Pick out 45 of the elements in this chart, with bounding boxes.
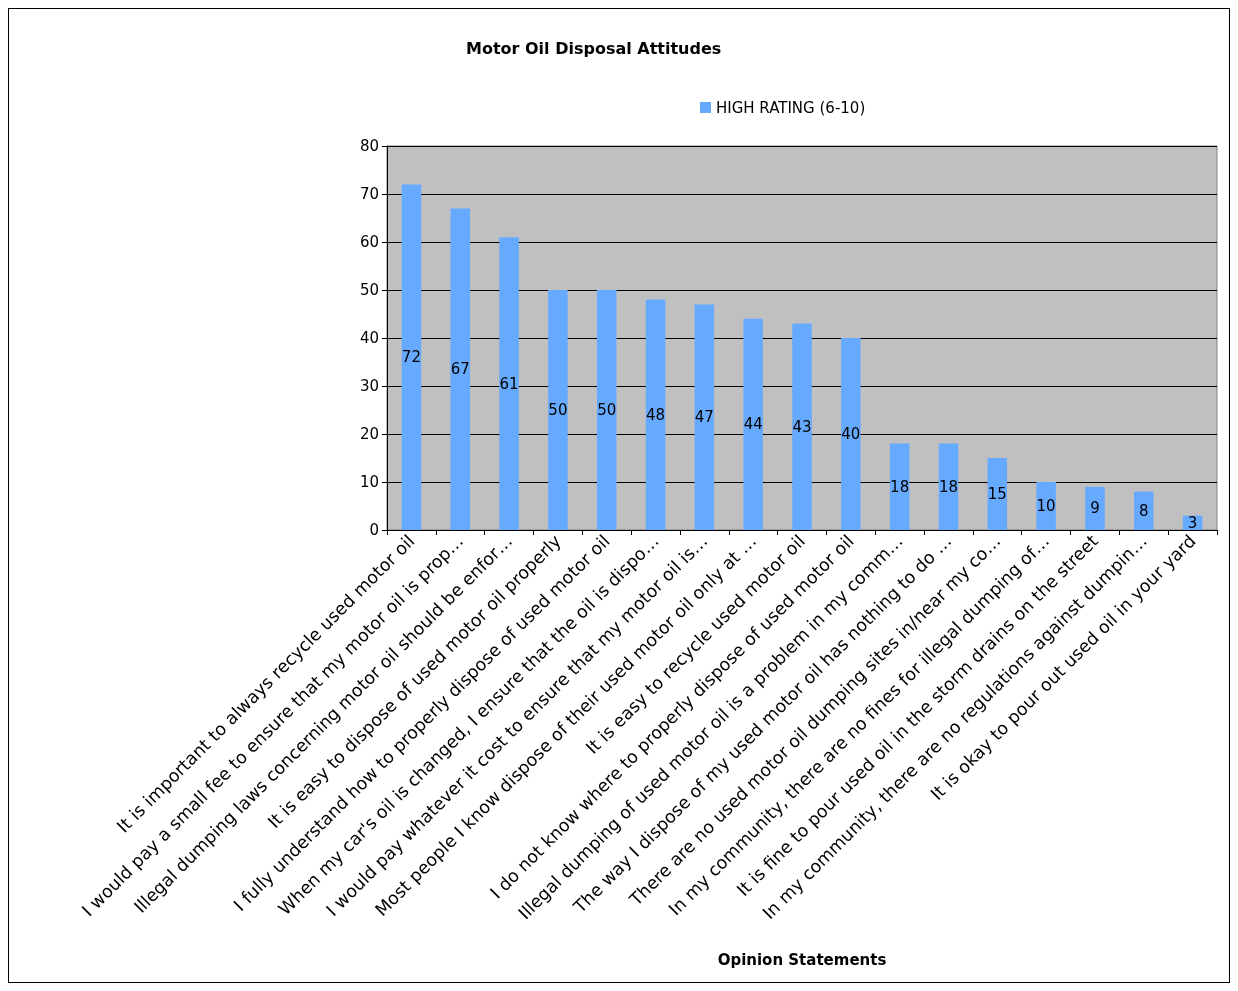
data-label: 47 — [694, 408, 714, 427]
data-label: 72 — [401, 348, 421, 367]
data-label: 10 — [1036, 497, 1056, 515]
y-tick-label: 40 — [359, 329, 379, 347]
bar — [743, 318, 763, 530]
y-tick-label: 0 — [369, 521, 379, 539]
bar — [938, 443, 959, 530]
data-label: 3 — [1187, 513, 1198, 532]
x-axis-title: Opinion Statements — [717, 950, 887, 969]
bar — [499, 237, 519, 530]
bar — [987, 458, 1008, 530]
data-label: 43 — [792, 417, 812, 436]
bar — [450, 208, 470, 530]
bar — [548, 290, 568, 530]
bar — [792, 323, 812, 530]
data-label: 61 — [499, 374, 519, 393]
data-label: 15 — [987, 485, 1007, 503]
bar — [596, 290, 617, 530]
data-label: 18 — [938, 477, 959, 496]
data-label: 50 — [548, 401, 568, 419]
legend-label: HIGH RATING (6-10) — [716, 98, 866, 117]
data-label: 50 — [597, 401, 617, 419]
bar — [1036, 482, 1056, 530]
y-tick-label: 30 — [359, 377, 379, 395]
y-tick-label: 80 — [359, 137, 379, 155]
bar — [401, 184, 422, 530]
bar — [1134, 491, 1154, 530]
y-tick-label: 20 — [359, 425, 379, 443]
data-label: 48 — [645, 405, 666, 424]
data-label: 44 — [743, 415, 763, 434]
y-tick-label: 70 — [359, 185, 379, 203]
bar — [694, 304, 715, 530]
bar — [841, 338, 861, 530]
data-label: 8 — [1138, 501, 1149, 520]
chart-title: Motor Oil Disposal Attitudes — [466, 38, 722, 58]
data-label: 18 — [890, 477, 910, 496]
data-label: 40 — [841, 425, 861, 443]
data-label: 67 — [450, 360, 470, 379]
y-tick-label: 10 — [359, 473, 379, 491]
y-tick-label: 50 — [359, 281, 379, 299]
bar — [645, 299, 666, 530]
bar — [889, 443, 910, 530]
y-tick-label: 60 — [359, 233, 379, 251]
bar — [1085, 486, 1105, 530]
data-label: 9 — [1090, 499, 1100, 518]
